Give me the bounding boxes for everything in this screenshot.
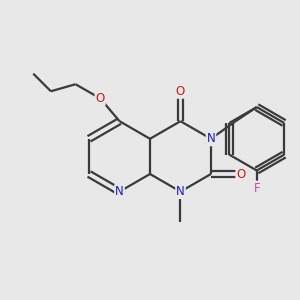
Text: N: N: [115, 185, 124, 198]
Text: O: O: [176, 85, 185, 98]
Text: N: N: [207, 132, 215, 145]
Text: O: O: [236, 167, 245, 181]
Text: F: F: [254, 182, 260, 195]
Text: N: N: [176, 185, 185, 198]
Text: O: O: [95, 92, 105, 105]
